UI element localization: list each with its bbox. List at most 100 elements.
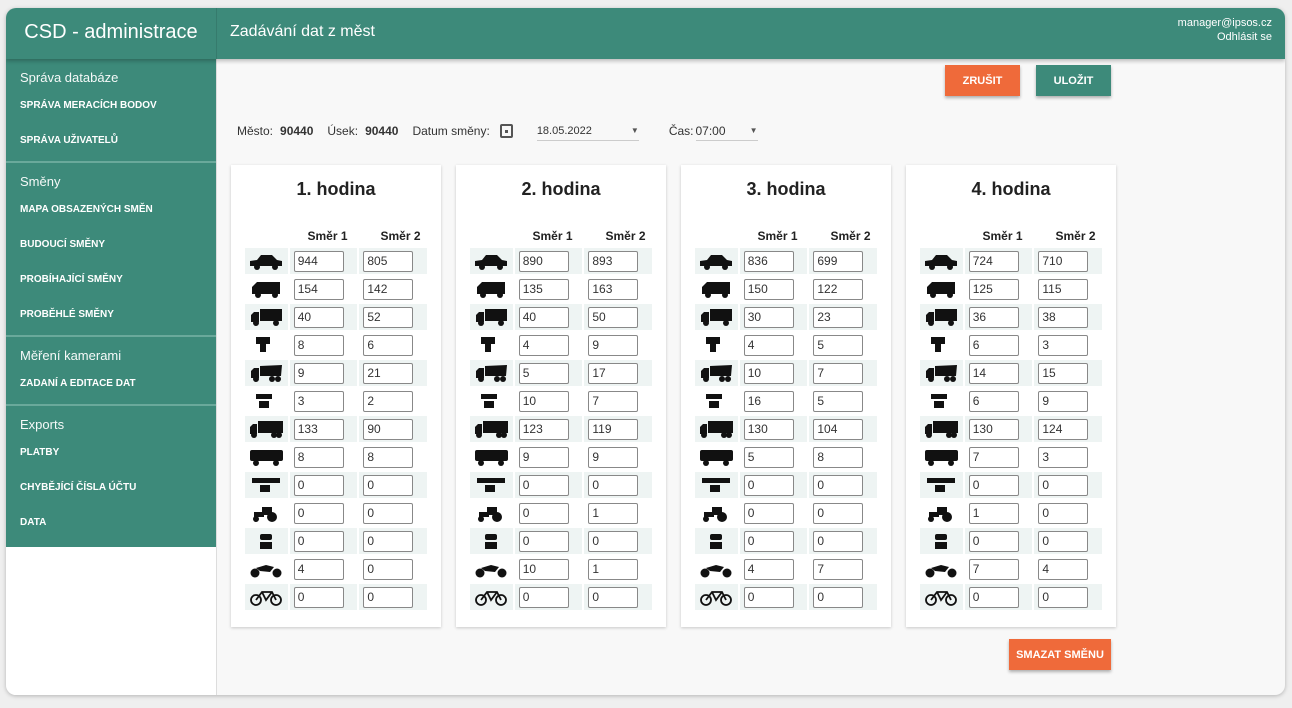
direction-2-input[interactable] <box>813 418 864 440</box>
direction-1-input[interactable] <box>293 446 344 468</box>
direction-1-input[interactable] <box>293 474 344 496</box>
direction-2-input[interactable] <box>813 250 864 272</box>
direction-2-input[interactable] <box>363 586 414 608</box>
logout-link[interactable]: Odhlásit se <box>1216 31 1272 43</box>
direction-1-input[interactable] <box>518 446 569 468</box>
sidebar-item[interactable]: MAPA OBSAZENÝCH SMĚN <box>20 204 153 215</box>
direction-2-input[interactable] <box>813 390 864 412</box>
direction-2-input[interactable] <box>813 530 864 552</box>
direction-2-input[interactable] <box>813 446 864 468</box>
sidebar-item[interactable]: PLATBY <box>20 447 60 458</box>
direction-1-input[interactable] <box>518 306 569 328</box>
direction-2-input[interactable] <box>588 586 639 608</box>
direction-2-input[interactable] <box>813 306 864 328</box>
direction-2-input[interactable] <box>588 418 639 440</box>
direction-1-input[interactable] <box>968 362 1019 384</box>
direction-2-input[interactable] <box>1038 390 1089 412</box>
direction-1-input[interactable] <box>968 250 1019 272</box>
direction-1-input[interactable] <box>743 558 794 580</box>
direction-2-input[interactable] <box>363 390 414 412</box>
direction-1-input[interactable] <box>518 586 569 608</box>
direction-1-input[interactable] <box>968 278 1019 300</box>
direction-1-input[interactable] <box>743 278 794 300</box>
direction-1-input[interactable] <box>293 278 344 300</box>
direction-1-input[interactable] <box>968 558 1019 580</box>
direction-2-input[interactable] <box>813 502 864 524</box>
direction-2-input[interactable] <box>588 334 639 356</box>
direction-1-input[interactable] <box>518 502 569 524</box>
direction-1-input[interactable] <box>968 502 1019 524</box>
direction-1-input[interactable] <box>518 390 569 412</box>
direction-1-input[interactable] <box>968 418 1019 440</box>
direction-1-input[interactable] <box>743 530 794 552</box>
direction-2-input[interactable] <box>588 306 639 328</box>
direction-1-input[interactable] <box>518 334 569 356</box>
direction-2-input[interactable] <box>363 250 414 272</box>
direction-1-input[interactable] <box>968 334 1019 356</box>
direction-1-input[interactable] <box>293 390 344 412</box>
direction-1-input[interactable] <box>743 586 794 608</box>
direction-2-input[interactable] <box>1038 558 1089 580</box>
direction-2-input[interactable] <box>1038 306 1089 328</box>
direction-2-input[interactable] <box>1038 278 1089 300</box>
direction-1-input[interactable] <box>293 250 344 272</box>
direction-2-input[interactable] <box>363 558 414 580</box>
direction-2-input[interactable] <box>1038 334 1089 356</box>
sidebar-item[interactable]: BUDOUCÍ SMĚNY <box>20 239 106 250</box>
direction-2-input[interactable] <box>1038 250 1089 272</box>
direction-1-input[interactable] <box>518 530 569 552</box>
direction-2-input[interactable] <box>363 334 414 356</box>
sidebar-item[interactable]: PROBĚHLÉ SMĚNY <box>20 309 114 320</box>
direction-1-input[interactable] <box>518 278 569 300</box>
direction-1-input[interactable] <box>968 474 1019 496</box>
direction-2-input[interactable] <box>363 362 414 384</box>
direction-1-input[interactable] <box>518 474 569 496</box>
direction-2-input[interactable] <box>1038 362 1089 384</box>
direction-1-input[interactable] <box>743 306 794 328</box>
direction-2-input[interactable] <box>813 362 864 384</box>
direction-2-input[interactable] <box>588 390 639 412</box>
direction-1-input[interactable] <box>968 446 1019 468</box>
sidebar-item[interactable]: PROBÍHAJÍCÍ SMĚNY <box>20 274 123 285</box>
sidebar-item[interactable]: SPRÁVA UŽIVATELŮ <box>20 135 118 146</box>
direction-2-input[interactable] <box>363 306 414 328</box>
direction-2-input[interactable] <box>813 334 864 356</box>
direction-1-input[interactable] <box>968 390 1019 412</box>
time-select[interactable]: 07:00 ▼ <box>695 121 758 141</box>
direction-1-input[interactable] <box>518 362 569 384</box>
direction-1-input[interactable] <box>743 502 794 524</box>
direction-1-input[interactable] <box>743 250 794 272</box>
direction-1-input[interactable] <box>293 306 344 328</box>
direction-2-input[interactable] <box>588 278 639 300</box>
direction-1-input[interactable] <box>968 586 1019 608</box>
direction-1-input[interactable] <box>968 530 1019 552</box>
direction-2-input[interactable] <box>1038 418 1089 440</box>
direction-1-input[interactable] <box>743 334 794 356</box>
direction-2-input[interactable] <box>588 446 639 468</box>
direction-2-input[interactable] <box>588 530 639 552</box>
direction-1-input[interactable] <box>518 558 569 580</box>
save-button[interactable]: ULOŽIT <box>1036 65 1111 96</box>
direction-1-input[interactable] <box>968 306 1019 328</box>
direction-1-input[interactable] <box>293 362 344 384</box>
direction-2-input[interactable] <box>813 278 864 300</box>
sidebar-item[interactable]: CHYBĚJÍCÍ ČÍSLA ÚČTU <box>20 482 137 493</box>
direction-2-input[interactable] <box>588 502 639 524</box>
direction-2-input[interactable] <box>363 418 414 440</box>
date-select[interactable]: 18.05.2022 ▼ <box>536 121 639 141</box>
direction-2-input[interactable] <box>813 474 864 496</box>
direction-1-input[interactable] <box>518 250 569 272</box>
sidebar-item[interactable]: DATA <box>20 517 47 528</box>
calendar-icon[interactable] <box>499 124 513 138</box>
direction-1-input[interactable] <box>743 390 794 412</box>
direction-2-input[interactable] <box>1038 446 1089 468</box>
direction-1-input[interactable] <box>743 474 794 496</box>
delete-shift-button[interactable]: SMAZAT SMĚNU <box>1009 639 1111 670</box>
direction-1-input[interactable] <box>293 586 344 608</box>
sidebar-item[interactable]: SPRÁVA MERACÍCH BODOV <box>20 100 157 111</box>
direction-1-input[interactable] <box>293 334 344 356</box>
direction-1-input[interactable] <box>743 418 794 440</box>
direction-1-input[interactable] <box>293 558 344 580</box>
direction-1-input[interactable] <box>743 362 794 384</box>
direction-2-input[interactable] <box>363 502 414 524</box>
